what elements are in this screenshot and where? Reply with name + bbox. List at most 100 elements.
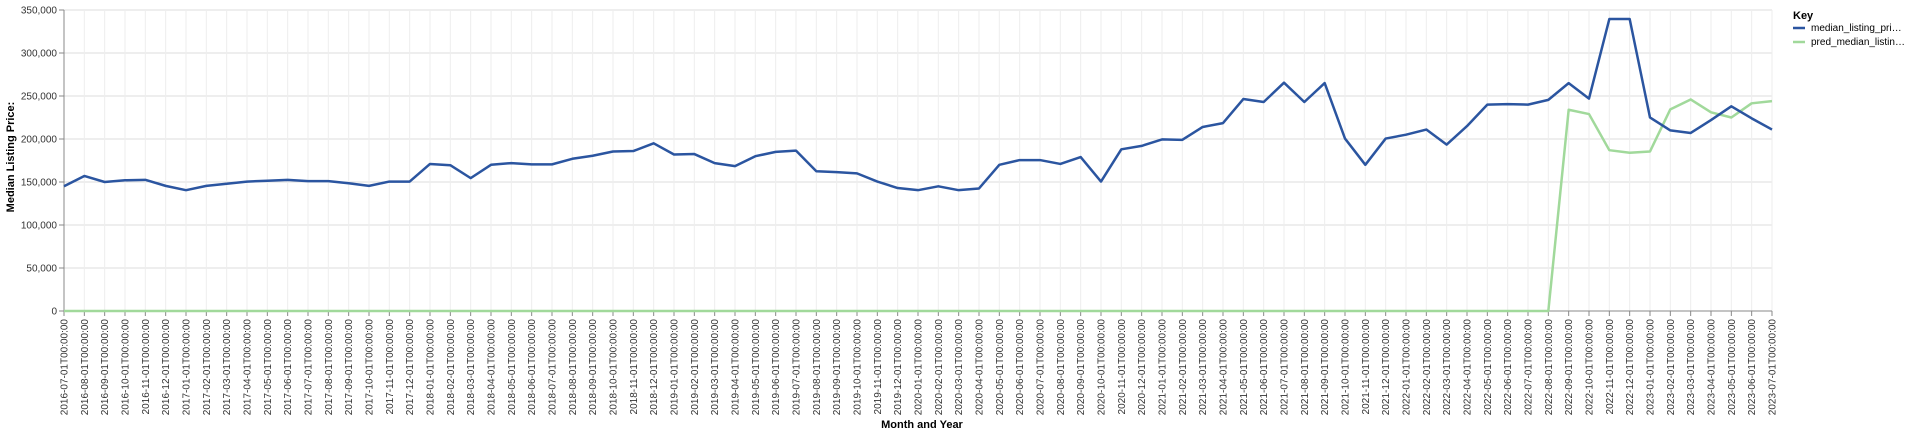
x-tick-label: 2022-05-01T00:00:00 [1483, 319, 1494, 416]
x-tick-label: 2018-10-01T00:00:00 [609, 319, 620, 416]
x-tick-label: 2020-04-01T00:00:00 [975, 319, 986, 416]
x-tick-label: 2022-06-01T00:00:00 [1503, 319, 1514, 416]
y-tick-label: 200,000 [21, 135, 58, 146]
y-tick-label: 350,000 [21, 6, 58, 17]
x-axis: 2016-07-01T00:00:00 2016-08-01T00:00:00 20… [60, 310, 1779, 416]
legend-label: pred_median_listin… [1811, 37, 1905, 48]
x-tick-label: 2022-02-01T00:00:00 [1422, 319, 1433, 416]
x-tick-label: 2018-12-01T00:00:00 [649, 319, 660, 416]
x-tick-label: 2021-06-01T00:00:00 [1259, 319, 1270, 416]
x-tick-label: 2016-08-01T00:00:00 [80, 319, 91, 416]
legend: Key median_listing_pri… pred_median_listi… [1793, 10, 1905, 48]
x-tick-label: 2018-04-01T00:00:00 [487, 319, 498, 416]
x-tick-label: 2016-11-01T00:00:00 [141, 319, 152, 415]
x-tick-label: 2017-11-01T00:00:00 [385, 319, 396, 415]
y-tick-label: 50,000 [26, 264, 57, 275]
x-tick-label: 2020-09-01T00:00:00 [1076, 319, 1087, 416]
x-tick-label: 2021-07-01T00:00:00 [1280, 319, 1291, 416]
x-tick-label: 2023-05-01T00:00:00 [1727, 319, 1738, 416]
y-tick-label: 100,000 [21, 221, 58, 232]
x-tick-label: 2020-08-01T00:00:00 [1056, 319, 1067, 416]
y-axis: 0 50,000 100,000 150,000 200,000 250,000 300,0… [21, 6, 65, 318]
y-tick-label: 0 [51, 307, 57, 318]
x-tick-label: 2019-03-01T00:00:00 [710, 319, 721, 416]
x-tick-label: 2023-03-01T00:00:00 [1686, 319, 1697, 416]
x-tick-label: 2022-07-01T00:00:00 [1524, 319, 1535, 416]
x-axis-title: Month and Year [881, 419, 963, 431]
x-tick-label: 2018-06-01T00:00:00 [527, 319, 538, 416]
x-tick-label: 2017-03-01T00:00:00 [222, 319, 233, 416]
x-tick-label: 2020-10-01T00:00:00 [1097, 319, 1108, 416]
x-tick-label: 2020-05-01T00:00:00 [995, 319, 1006, 416]
x-tick-label: 2023-06-01T00:00:00 [1747, 319, 1758, 416]
x-tick-label: 2023-02-01T00:00:00 [1666, 319, 1677, 416]
x-tick-label: 2017-12-01T00:00:00 [405, 319, 416, 416]
x-tick-label: 2022-04-01T00:00:00 [1463, 319, 1474, 416]
x-tick-label: 2020-06-01T00:00:00 [1015, 319, 1026, 416]
x-tick-label: 2019-12-01T00:00:00 [893, 319, 904, 416]
x-tick-label: 2020-02-01T00:00:00 [934, 319, 945, 416]
x-tick-label: 2017-05-01T00:00:00 [263, 319, 274, 416]
x-tick-label: 2019-07-01T00:00:00 [792, 319, 803, 416]
series-lines [63, 17, 1773, 313]
x-tick-label: 2019-11-01T00:00:00 [873, 319, 884, 415]
x-tick-label: 2018-05-01T00:00:00 [507, 319, 518, 416]
x-tick-label: 2021-11-01T00:00:00 [1361, 319, 1372, 415]
x-tick-label: 2019-02-01T00:00:00 [690, 319, 701, 416]
x-tick-label: 2021-12-01T00:00:00 [1381, 319, 1392, 416]
x-tick-label: 2019-10-01T00:00:00 [853, 319, 864, 416]
legend-items: median_listing_pri… pred_median_listin… [1793, 23, 1905, 48]
x-tick-label: 2017-02-01T00:00:00 [202, 319, 213, 416]
x-tick-label: 2018-07-01T00:00:00 [548, 319, 559, 416]
x-tick-label: 2021-02-01T00:00:00 [1178, 319, 1189, 416]
x-tick-label: 2016-07-01T00:00:00 [60, 319, 71, 416]
y-axis-title: Median Listing Price: [5, 102, 17, 213]
series-line-median-listing-price [63, 17, 1773, 192]
x-tick-label: 2023-01-01T00:00:00 [1646, 319, 1657, 416]
x-tick-label: 2018-08-01T00:00:00 [568, 319, 579, 416]
x-tick-label: 2022-12-01T00:00:00 [1625, 319, 1636, 416]
x-tick-label: 2021-09-01T00:00:00 [1320, 319, 1331, 416]
x-tick-label: 2018-03-01T00:00:00 [466, 319, 477, 416]
x-tick-label: 2017-01-01T00:00:00 [182, 319, 193, 416]
x-tick-label: 2023-07-01T00:00:00 [1768, 319, 1779, 416]
x-tick-label: 2022-10-01T00:00:00 [1585, 319, 1596, 416]
x-tick-label: 2019-01-01T00:00:00 [670, 319, 681, 416]
x-tick-label: 2022-09-01T00:00:00 [1564, 319, 1575, 416]
x-tick-label: 2021-08-01T00:00:00 [1300, 319, 1311, 416]
series-line-pred-median-listing-price [64, 98, 1773, 313]
x-tick-label: 2020-11-01T00:00:00 [1117, 319, 1128, 415]
y-tick-label: 150,000 [21, 178, 58, 189]
x-tick-label: 2018-01-01T00:00:00 [426, 319, 437, 416]
x-tick-label: 2020-03-01T00:00:00 [954, 319, 965, 416]
x-tick-label: 2021-10-01T00:00:00 [1341, 319, 1352, 416]
x-tick-label: 2017-10-01T00:00:00 [365, 319, 376, 416]
x-tick-label: 2021-03-01T00:00:00 [1198, 319, 1209, 416]
x-tick-label: 2020-12-01T00:00:00 [1137, 319, 1148, 416]
x-tick-label: 2021-04-01T00:00:00 [1219, 319, 1230, 416]
gridlines [63, 9, 1773, 312]
legend-title: Key [1793, 10, 1814, 22]
x-tick-label: 2018-11-01T00:00:00 [629, 319, 640, 415]
x-tick-label: 2017-08-01T00:00:00 [324, 319, 335, 416]
x-tick-label: 2019-06-01T00:00:00 [771, 319, 782, 416]
x-tick-label: 2018-09-01T00:00:00 [588, 319, 599, 416]
x-tick-label: 2019-08-01T00:00:00 [812, 319, 823, 416]
x-tick-label: 2016-12-01T00:00:00 [161, 319, 172, 416]
x-tick-label: 2022-03-01T00:00:00 [1442, 319, 1453, 416]
x-tick-label: 2016-10-01T00:00:00 [121, 319, 132, 416]
y-tick-label: 300,000 [21, 49, 58, 60]
x-tick-label: 2019-09-01T00:00:00 [832, 319, 843, 416]
x-tick-label: 2018-02-01T00:00:00 [446, 319, 457, 416]
x-tick-label: 2016-09-01T00:00:00 [100, 319, 111, 416]
x-tick-label: 2020-07-01T00:00:00 [1036, 319, 1047, 416]
x-tick-label: 2021-05-01T00:00:00 [1239, 319, 1250, 416]
x-tick-label: 2017-09-01T00:00:00 [344, 319, 355, 416]
x-tick-label: 2022-08-01T00:00:00 [1544, 319, 1555, 416]
x-tick-label: 2022-11-01T00:00:00 [1605, 319, 1616, 415]
x-tick-label: 2023-04-01T00:00:00 [1707, 319, 1718, 416]
x-tick-label: 2017-07-01T00:00:00 [304, 319, 315, 416]
legend-label: median_listing_pri… [1811, 23, 1902, 34]
x-tick-label: 2019-04-01T00:00:00 [731, 319, 742, 416]
